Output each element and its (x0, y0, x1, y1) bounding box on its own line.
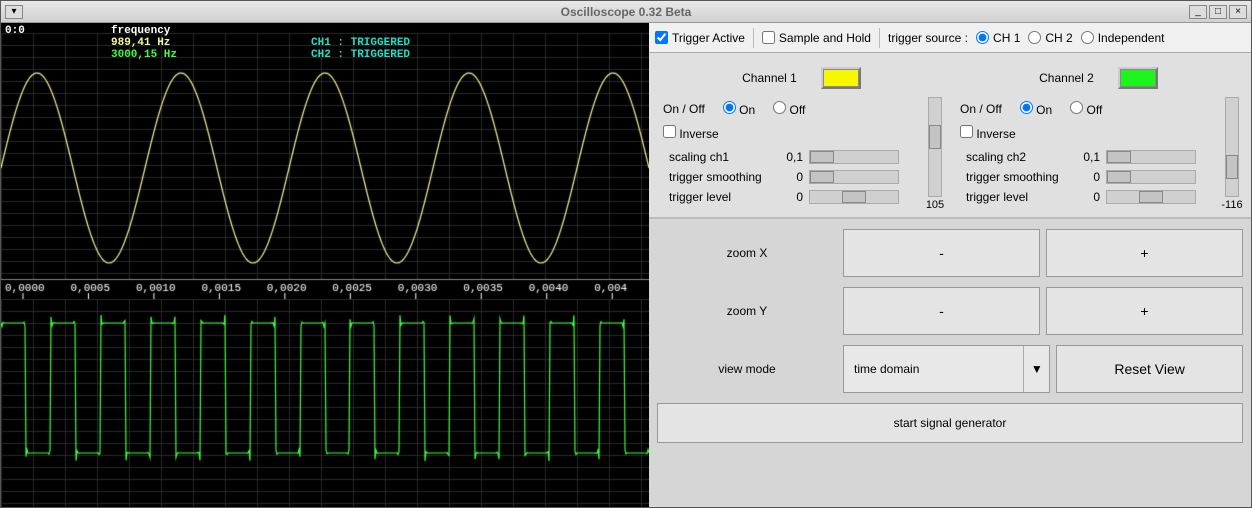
view-mode-combo[interactable]: time domain ▼ (843, 345, 1050, 393)
controls-panel: Trigger Active Sample and Hold trigger s… (649, 23, 1251, 507)
ch2-on-radio[interactable]: On (1020, 101, 1052, 117)
ch1-offset-slider[interactable] (928, 97, 942, 197)
zoom-y-label: zoom Y (657, 287, 837, 335)
ch2-level-label: trigger level (966, 190, 1076, 204)
channel-2-panel: Channel 2 On / Off On Off Inverse scalin… (954, 67, 1243, 207)
sample-hold-label: Sample and Hold (779, 31, 871, 45)
ch1-offset-value: 105 (926, 199, 944, 211)
zoom-x-plus-button[interactable]: + (1046, 229, 1243, 277)
zoom-y-plus-button[interactable]: + (1046, 287, 1243, 335)
ch2-smoothing-slider[interactable] (1106, 170, 1196, 184)
app-window: ▾ Oscilloscope 0.32 Beta _ □ × 0:0 frequ… (0, 0, 1252, 508)
channel-2-color-swatch[interactable] (1118, 67, 1158, 89)
ch1-off-radio[interactable]: Off (773, 101, 805, 117)
zoom-y-minus-button[interactable]: - (843, 287, 1040, 335)
start-signal-generator-button[interactable]: start signal generator (657, 403, 1243, 443)
sample-hold-checkbox[interactable]: Sample and Hold (762, 31, 871, 45)
ch1-onoff-label: On / Off (663, 102, 705, 116)
minimize-button[interactable]: _ (1189, 5, 1207, 19)
ch2-off-radio[interactable]: Off (1070, 101, 1102, 117)
ch2-scaling-label: scaling ch2 (966, 150, 1076, 164)
ch1-scaling-value: 0,1 (779, 150, 809, 164)
window-menu-icon[interactable]: ▾ (5, 5, 23, 19)
ch1-scaling-slider[interactable] (809, 150, 899, 164)
maximize-button[interactable]: □ (1209, 5, 1227, 19)
zoom-x-minus-button[interactable]: - (843, 229, 1040, 277)
ch2-inverse-checkbox[interactable]: Inverse (960, 125, 1016, 141)
ch2-smoothing-value: 0 (1076, 170, 1106, 184)
trigger-bar: Trigger Active Sample and Hold trigger s… (649, 23, 1251, 53)
ch2-onoff-label: On / Off (960, 102, 1002, 116)
ch2-level-value: 0 (1076, 190, 1106, 204)
oscilloscope-display: 0:0 frequency 989,41 Hz 3000,15 Hz CH1 :… (1, 23, 649, 507)
window-buttons: _ □ × (1189, 5, 1247, 19)
trigger-source-label: trigger source : (888, 31, 968, 45)
window-title: Oscilloscope 0.32 Beta (1, 5, 1251, 19)
channel-2-title: Channel 2 (1039, 71, 1094, 85)
ch1-smoothing-value: 0 (779, 170, 809, 184)
divider (753, 28, 754, 48)
ch2-scaling-value: 0,1 (1076, 150, 1106, 164)
titlebar[interactable]: ▾ Oscilloscope 0.32 Beta _ □ × (1, 1, 1251, 23)
ch2-smoothing-label: trigger smoothing (966, 170, 1076, 184)
divider (879, 28, 880, 48)
view-mode-label: view mode (657, 345, 837, 393)
trigger-source-ch1[interactable]: CH 1 (976, 31, 1020, 45)
content: 0:0 frequency 989,41 Hz 3000,15 Hz CH1 :… (1, 23, 1251, 507)
trigger-active-checkbox[interactable]: Trigger Active (655, 31, 745, 45)
ch1-smoothing-slider[interactable] (809, 170, 899, 184)
ch2-offset-slider[interactable] (1225, 97, 1239, 197)
channel-1-color-swatch[interactable] (821, 67, 861, 89)
freq-title: frequency (111, 25, 170, 37)
ch2-trigger-status: CH2 : TRIGGERED (311, 49, 410, 61)
ch2-level-slider[interactable] (1106, 190, 1196, 204)
channels-section: Channel 1 On / Off On Off Inverse scalin… (649, 53, 1251, 219)
close-button[interactable]: × (1229, 5, 1247, 19)
ch1-smoothing-label: trigger smoothing (669, 170, 779, 184)
trigger-source-independent[interactable]: Independent (1081, 31, 1165, 45)
ch1-level-label: trigger level (669, 190, 779, 204)
chevron-down-icon[interactable]: ▼ (1023, 346, 1049, 392)
view-mode-value: time domain (844, 362, 1023, 376)
ch1-inverse-checkbox[interactable]: Inverse (663, 125, 719, 141)
channel-1-title: Channel 1 (742, 71, 797, 85)
trigger-active-label: Trigger Active (672, 31, 745, 45)
ch1-frequency: 989,41 Hz (111, 37, 170, 49)
ch2-frequency: 3000,15 Hz (111, 49, 177, 61)
ch2-offset-value: -116 (1221, 199, 1242, 211)
scope-canvas (1, 23, 649, 507)
ch2-scaling-slider[interactable] (1106, 150, 1196, 164)
view-controls: zoom X - + zoom Y - + view mode time dom… (649, 219, 1251, 507)
ch1-trigger-status: CH1 : TRIGGERED (311, 37, 410, 49)
ch1-level-slider[interactable] (809, 190, 899, 204)
zoom-x-label: zoom X (657, 229, 837, 277)
ch1-on-radio[interactable]: On (723, 101, 755, 117)
ch1-scaling-label: scaling ch1 (669, 150, 779, 164)
corner-label: 0:0 (5, 25, 25, 37)
channel-1-panel: Channel 1 On / Off On Off Inverse scalin… (657, 67, 946, 207)
ch1-level-value: 0 (779, 190, 809, 204)
trigger-source-ch2[interactable]: CH 2 (1028, 31, 1072, 45)
reset-view-button[interactable]: Reset View (1056, 345, 1243, 393)
